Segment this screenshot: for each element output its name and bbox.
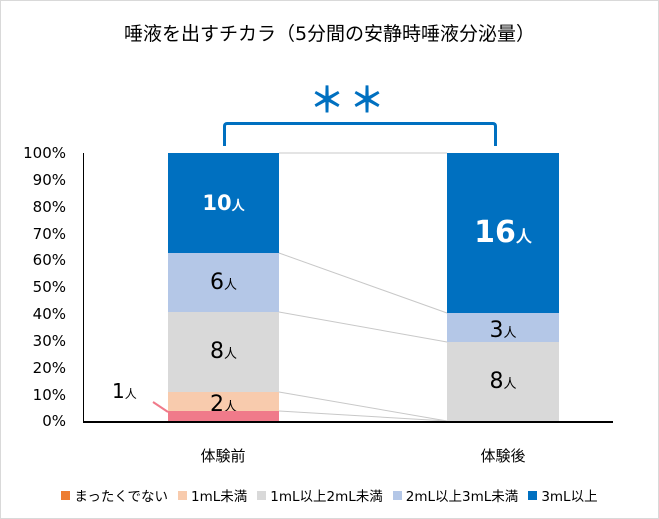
- y-tick-90: 90%: [32, 171, 66, 189]
- bar-label: 2人: [209, 391, 237, 417]
- y-tick-100: 100%: [23, 144, 66, 162]
- legend-item-3ml-plus: 3mL以上: [528, 485, 598, 505]
- legend-swatch: [528, 490, 538, 500]
- legend-item-under-1ml: 1mL未満: [177, 485, 248, 505]
- x-label-after: 体験後: [480, 447, 526, 465]
- legend-item-2-3ml: 2mL以上3mL未満: [392, 485, 519, 505]
- legend-swatch: [392, 490, 402, 500]
- legend-label: 1mL未満: [190, 489, 248, 505]
- legend-label: 3mL以上: [541, 489, 598, 505]
- y-tick-70: 70%: [32, 225, 66, 243]
- bar-after-2-3ml: 3人: [447, 313, 559, 342]
- y-tick-50: 50%: [32, 278, 66, 296]
- y-axis: [83, 153, 84, 422]
- bar-before-1-2ml: 8人: [168, 312, 279, 392]
- legend-swatch: [257, 490, 267, 500]
- legend-item-none: まったくでない: [61, 485, 168, 505]
- bar-before-3ml-plus: 10人: [168, 153, 279, 253]
- y-tick-30: 30%: [32, 332, 66, 350]
- bar-before-none: [168, 411, 279, 421]
- bar-label: 16人: [474, 215, 532, 250]
- legend: まったくでない 1mL未満 1mL以上2mL未満 2mL以上3mL未満 3mL以…: [0, 485, 659, 505]
- y-tick-40: 40%: [32, 305, 66, 323]
- bar-after-3ml-plus: 16人: [447, 153, 559, 313]
- bar-label: 8人: [209, 339, 237, 364]
- significance-bracket: [223, 122, 497, 146]
- bar-label: 8人: [489, 368, 517, 394]
- bar-after-1-2ml: 8人: [447, 342, 559, 421]
- bar-before-under-1ml: 2人: [168, 392, 279, 415]
- x-label-before: 体験前: [200, 447, 246, 465]
- y-tick-0: 0%: [42, 412, 66, 430]
- y-tick-60: 60%: [32, 251, 66, 269]
- legend-label: 1mL以上2mL未満: [270, 489, 383, 505]
- bar-label: 3人: [489, 317, 517, 343]
- legend-item-1-2ml: 1mL以上2mL未満: [257, 485, 383, 505]
- bar-before-2-3ml: 6人: [168, 253, 279, 312]
- legend-swatch: [61, 490, 71, 500]
- bar-label: 6人: [209, 269, 237, 295]
- legend-label: 2mL以上3mL未満: [405, 489, 519, 505]
- y-tick-80: 80%: [32, 198, 66, 216]
- y-tick-10: 10%: [32, 386, 66, 404]
- callout-none-before: 1人: [112, 379, 137, 403]
- chart-title: 唾液を出すチカラ（5分間の安静時唾液分泌量）: [123, 23, 536, 45]
- legend-label: まったくでない: [74, 489, 168, 505]
- y-tick-20: 20%: [32, 359, 66, 377]
- legend-swatch: [177, 490, 187, 500]
- x-axis: [83, 421, 613, 423]
- significance-marker: ＊＊: [310, 81, 390, 121]
- bar-label: 10人: [202, 190, 245, 215]
